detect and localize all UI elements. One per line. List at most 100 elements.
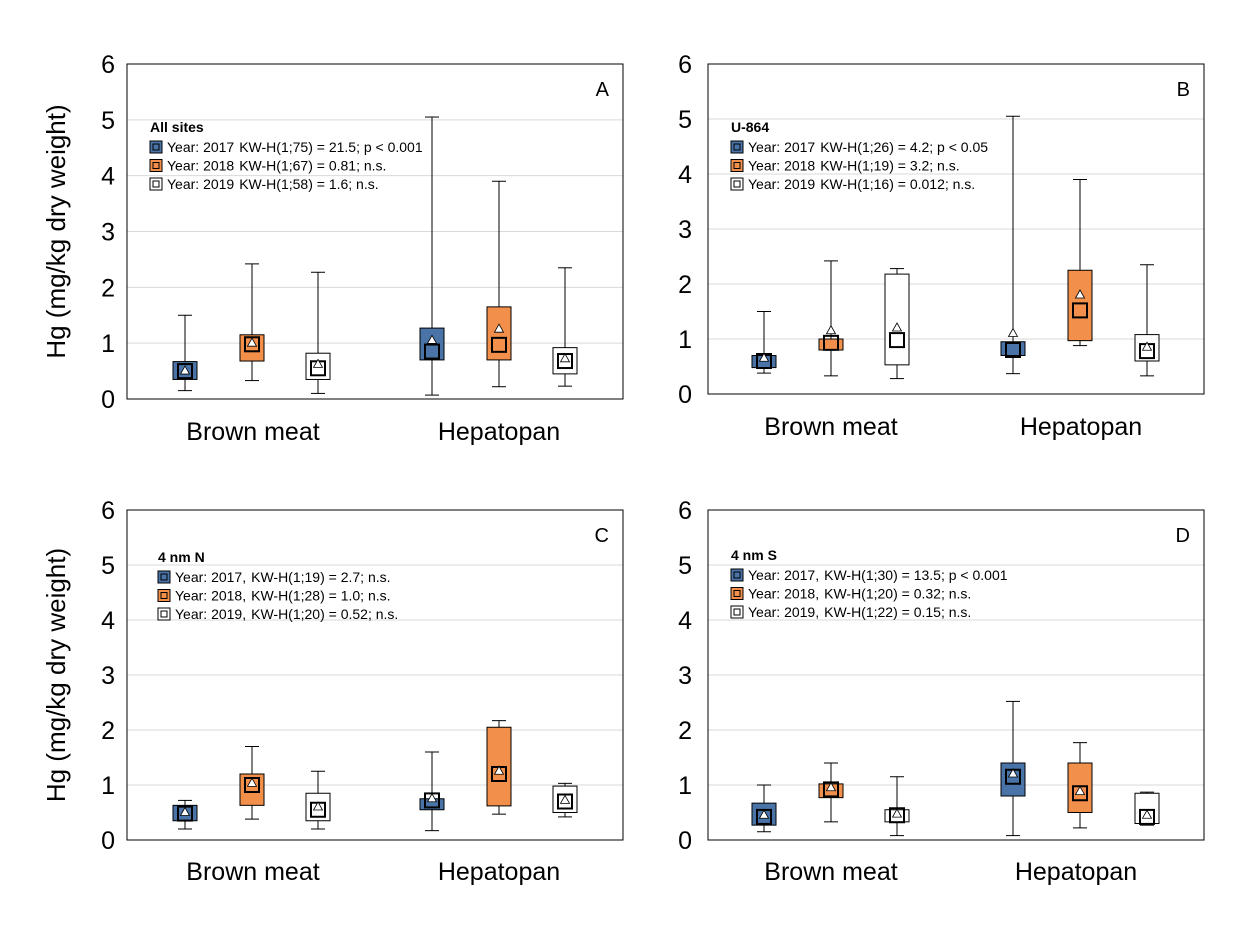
y-tick-label: 1 [678,772,692,800]
legend-swatch-marker [160,573,168,581]
y-tick-label: 5 [678,106,692,134]
legend-swatch-marker [733,590,741,597]
mean-marker [493,323,505,333]
legend-stat: KW-H(1;75) = 21.5; p < 0.001 [239,139,423,155]
y-tick-label: 5 [101,107,115,135]
y-tick-label: 1 [101,330,115,358]
y-tick-label: 2 [101,717,115,745]
y-tick-label: 5 [678,552,692,580]
category-label: Hepatopan [1020,413,1142,441]
box-2017-hepatopan [1000,700,1026,837]
mean-marker [559,794,571,804]
box-2019-brown-meat [884,776,910,837]
box-2018-hepatopan [486,180,512,388]
legend-year: Year: 2018, [175,588,246,604]
box-2017-hepatopan [1000,115,1026,375]
y-tick-label: 4 [101,607,115,635]
iqr-box [1067,269,1093,342]
median-marker [889,332,905,349]
legend-swatch-marker [152,180,160,188]
legend-stat: KW-H(1;30) = 13.5; p < 0.001 [824,567,1008,583]
y-tick-label: 2 [101,274,115,302]
legend-year: Year: 2018, [748,586,819,602]
legend-symbol [730,177,744,191]
box-2018-hepatopan [1067,742,1093,829]
y-tick-label: 6 [678,497,692,525]
legend-stat: KW-H(1;28) = 1.0; n.s. [251,588,390,604]
legend-entry: Year: 2018, KW-H(1;28) = 1.0; n.s. [175,588,391,604]
mean-marker [891,808,903,818]
box-2019-hepatopan [1134,791,1160,826]
legend-swatch [149,177,163,191]
legend-year: Year: 2018 [167,158,234,174]
box-2018-brown-meat [818,260,844,377]
box-2017-brown-meat [751,311,777,374]
y-tick-label: 0 [678,381,692,409]
legend-symbol [730,140,744,154]
y-axis-title: Hg (mg/kg dry weight) [41,104,71,358]
legend-swatch [157,589,171,602]
legend-stat: KW-H(1;67) = 0.81; n.s. [239,158,386,174]
y-tick-label: 4 [678,607,692,635]
legend-title: 4 nm N [158,549,205,565]
median-marker [491,336,507,353]
box-2017-hepatopan [419,116,445,396]
y-tick-label: 2 [678,717,692,745]
y-tick-label: 3 [101,219,115,247]
category-label: Brown meat [764,413,897,441]
y-tick-label: 4 [101,163,115,191]
legend-swatch [149,159,163,172]
legend-entry: Year: 2019 KW-H(1;58) = 1.6; n.s. [167,176,379,192]
mean-marker [179,365,191,375]
mean-marker [246,777,258,787]
legend-symbol [149,159,163,172]
iqr-box [818,338,844,351]
box-2017-brown-meat [751,784,777,833]
median-marker [424,343,440,360]
panel-letter: A [596,79,610,101]
legend-title: 4 nm S [731,547,777,563]
box-2019-hepatopan [552,782,578,818]
legend-swatch-marker [733,162,741,169]
mean-marker [312,358,324,368]
legend-stat: KW-H(1;20) = 0.52; n.s. [251,606,398,622]
legend-stat: KW-H(1;19) = 3.2; n.s. [820,158,959,174]
category-label: Brown meat [186,858,319,886]
iqr-box [1134,792,1160,824]
legend-title: All sites [150,119,204,135]
legend-symbol [730,587,744,600]
box-2018-brown-meat [239,746,265,820]
legend: All sites Year: 2017 KW-H(1;75) = 21.5; p … [149,119,423,192]
y-axis-title: Hg (mg/kg dry weight) [41,548,71,802]
mean-marker [559,352,571,363]
mean-marker [426,792,438,803]
legend-swatch [157,570,171,584]
legend-swatch [730,159,744,172]
mean-marker [758,809,770,819]
legend-swatch-marker [160,592,168,599]
legend-symbol [149,140,163,154]
median-marker [1005,342,1021,358]
panel-letter: D [1176,525,1190,547]
box-2019-brown-meat [305,271,331,394]
legend-stat: KW-H(1;22) = 0.15; n.s. [824,604,971,620]
panel-d: 0 1 2 3 4 5 6 D Brown meat Hepatopan 4 nm S Year: 2… [678,497,1205,886]
legend-symbol [730,159,744,172]
box-2019-hepatopan [1134,264,1160,377]
legend-swatch-marker [152,143,160,151]
y-tick-label: 6 [101,497,115,525]
y-tick-label: 0 [678,827,692,855]
median-marker [244,336,260,353]
mean-marker [1007,327,1019,337]
legend-stat: KW-H(1;19) = 2.7; n.s. [251,569,390,585]
legend-swatch-marker [152,162,160,169]
mean-marker [1007,768,1019,778]
panel-letter: C [595,525,609,547]
legend-symbol [730,605,744,619]
box-2019-hepatopan [552,267,578,387]
legend-swatch [730,140,744,154]
mean-marker [1074,785,1086,795]
y-tick-label: 1 [678,326,692,354]
box-2018-brown-meat [239,263,265,382]
plot-frame [707,509,1205,841]
